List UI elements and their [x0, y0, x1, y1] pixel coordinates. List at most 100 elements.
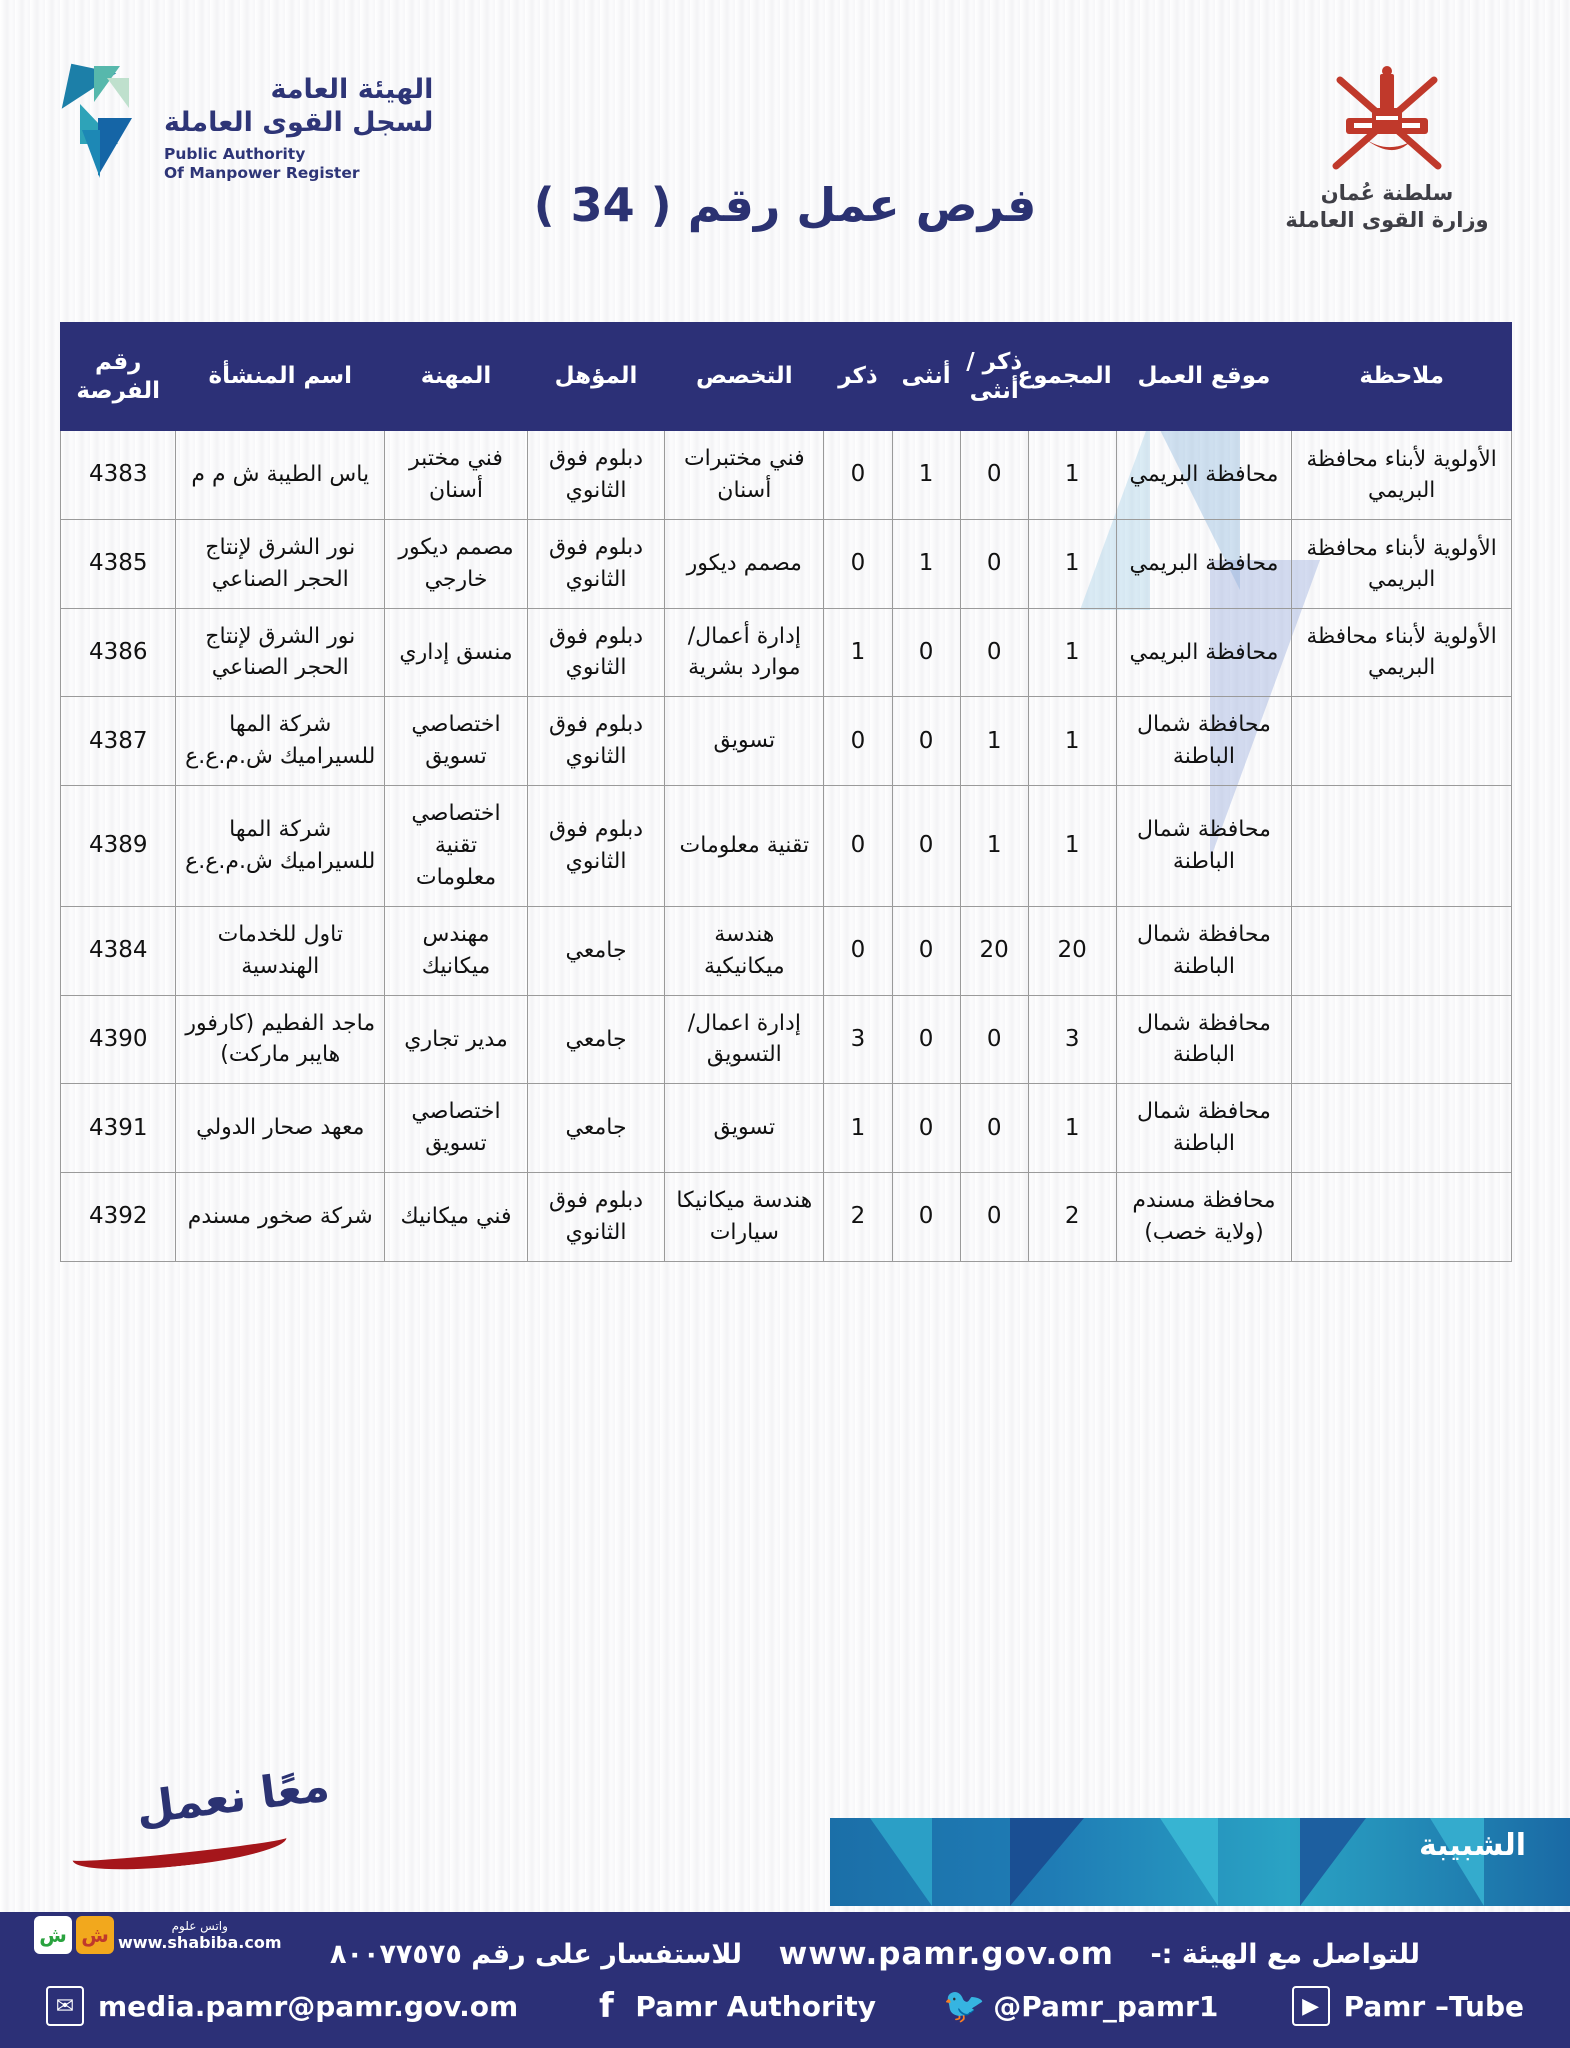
logo-arabic-line-1: الهيئة العامة	[270, 74, 434, 105]
cell-specialization: إدارة اعمال/ التسويق	[664, 994, 825, 1085]
social-link-youtube[interactable]: ▶ Pamr –Tube	[1291, 1986, 1524, 2026]
cell-job: منسق إداري	[384, 607, 528, 698]
header-male-female: ذكر / أنثى	[959, 322, 1029, 431]
contact-label: للتواصل مع الهيئة :-	[1150, 1938, 1420, 1970]
social-links-row: ✉ media.pamr@pamr.gov.om f Pamr Authority 🐦 @…	[0, 1978, 1570, 2034]
cell-male-female: 0	[959, 430, 1029, 520]
cell-opportunity-no: 4389	[59, 785, 177, 907]
page-header: الهيئة العامة لسجل القوى العاملة Public …	[0, 0, 1570, 250]
cell-female: 0	[891, 1083, 961, 1174]
social-link-twitter[interactable]: 🐦 @Pamr_pamr1	[943, 1986, 1218, 2026]
social-link-facebook[interactable]: f Pamr Authority	[591, 1986, 876, 2026]
social-label: Pamr Authority	[635, 1989, 876, 2023]
cell-company: ماجد الفطيم (كارفور هايبر ماركت)	[175, 994, 386, 1085]
shabiba-website[interactable]: www.shabiba.com	[118, 1932, 282, 1952]
cell-note	[1291, 696, 1512, 787]
cell-company: تاول للخدمات الهندسية	[175, 905, 386, 996]
cell-specialization: تقنية معلومات	[664, 785, 825, 907]
khanjar-swords-icon	[1332, 66, 1442, 170]
header-female: أنثى	[891, 322, 961, 431]
cell-work-location: محافظة شمال الباطنة	[1115, 905, 1293, 996]
cell-job: اختصاصي تسويق	[384, 696, 528, 787]
cell-work-location: محافظة البريمي	[1115, 430, 1293, 520]
cell-female: 0	[891, 994, 961, 1085]
cell-male-female: 0	[959, 994, 1029, 1085]
cell-work-location: محافظة البريمي	[1115, 518, 1293, 609]
shabiba-caption: واتس علوم	[171, 1918, 228, 1933]
cell-qualification: جامعي	[526, 905, 666, 996]
shabiba-glyph-icon: ش	[76, 1916, 114, 1954]
cell-qualification: جامعي	[526, 1083, 666, 1174]
footer-dark-bar: 4 للتواصل مع الهيئة :- www.pamr.gov.om ل…	[0, 1912, 1570, 2048]
cell-total: 1	[1027, 430, 1117, 520]
table-row: محافظة شمال الباطنة 3 0 0 3 إدارة اعمال/ التس…	[59, 994, 1512, 1085]
table-body: الأولوية لأبناء محافظة البريمي محافظة الب…	[59, 430, 1512, 1262]
cell-note	[1291, 1083, 1512, 1174]
cell-male-female: 0	[959, 518, 1029, 609]
cell-qualification: دبلوم فوق الثانوي	[526, 1172, 666, 1262]
header-company: اسم المنشأة	[175, 322, 386, 431]
cell-company: شركة صخور مسندم	[175, 1172, 386, 1262]
cell-female: 0	[891, 905, 961, 996]
cell-opportunity-no: 4386	[59, 607, 177, 698]
cell-opportunity-no: 4384	[59, 905, 177, 996]
cell-male: 1	[823, 607, 893, 698]
cell-total: 1	[1027, 785, 1117, 907]
cell-job: مصمم ديكور خارجي	[384, 518, 528, 609]
oman-national-emblem: سلطنة عُمان وزارة القوى العاملة	[1282, 62, 1492, 235]
cell-male: 3	[823, 994, 893, 1085]
cell-specialization: فني مختبرات أسنان	[664, 430, 825, 520]
website-url[interactable]: www.pamr.gov.om	[778, 1936, 1114, 1972]
cell-company: ياس الطيبة ش م م	[175, 430, 386, 520]
cell-work-location: محافظة مسندم (ولاية خصب)	[1115, 1172, 1293, 1262]
table-row: الأولوية لأبناء محافظة البريمي محافظة الب…	[59, 430, 1512, 520]
cell-qualification: دبلوم فوق الثانوي	[526, 696, 666, 787]
slogan-maan-naamal: معًا نعمل	[70, 1760, 332, 1880]
page-footer: معًا نعمل الشبيبة 4 للتواصل مع الهيئة :-…	[0, 1760, 1570, 2048]
shabiba-partner-logo[interactable]: ش ش واتس علوم www.shabiba.com	[34, 1916, 282, 1954]
cell-company: شركة المها للسيراميك ش.م.ع.ع	[175, 785, 386, 907]
header-specialization: التخصص	[664, 322, 825, 431]
cell-total: 1	[1027, 696, 1117, 787]
table-row: الأولوية لأبناء محافظة البريمي محافظة الب…	[59, 518, 1512, 609]
cell-note	[1291, 785, 1512, 907]
cell-qualification: دبلوم فوق الثانوي	[526, 607, 666, 698]
table-row: محافظة شمال الباطنة 1 1 0 0 تقنية معلومات دبلو…	[59, 785, 1512, 907]
table-row: محافظة شمال الباطنة 1 0 0 1 تسويق جامعي اختصاصي…	[59, 1083, 1512, 1174]
cell-opportunity-no: 4387	[59, 696, 177, 787]
cell-note: الأولوية لأبناء محافظة البريمي	[1291, 607, 1512, 698]
cell-work-location: محافظة شمال الباطنة	[1115, 785, 1293, 907]
cell-specialization: هندسة ميكانيكا سيارات	[664, 1172, 825, 1262]
header-qualification: المؤهل	[526, 322, 666, 431]
emblem-arabic-line-1: سلطنة عُمان	[1320, 181, 1454, 205]
cell-male-female: 0	[959, 1172, 1029, 1262]
social-label: Pamr –Tube	[1343, 1989, 1524, 2023]
emblem-arabic-line-2: وزارة القوى العاملة	[1285, 208, 1489, 233]
cell-male: 0	[823, 430, 893, 520]
cell-total: 1	[1027, 518, 1117, 609]
cell-male-female: 0	[959, 607, 1029, 698]
social-link-email[interactable]: ✉ media.pamr@pamr.gov.om	[46, 1986, 518, 2026]
cell-qualification: جامعي	[526, 994, 666, 1085]
header-opportunity-no: رقم الفرصة	[59, 322, 177, 431]
table-row: الأولوية لأبناء محافظة البريمي محافظة الب…	[59, 607, 1512, 698]
logo-english-line-2: Of Manpower Register	[164, 164, 360, 183]
cell-work-location: محافظة شمال الباطنة	[1115, 696, 1293, 787]
job-opportunities-table: ملاحظة موقع العمل المجموع ذكر / أنثى أنث…	[59, 322, 1512, 1262]
cell-note	[1291, 994, 1512, 1085]
cell-male: 0	[823, 905, 893, 996]
cell-male-female: 0	[959, 1083, 1029, 1174]
facebook-icon: f	[598, 1986, 614, 2026]
cell-company: معهد صحار الدولي	[175, 1083, 386, 1174]
logo-arabic-line-2: لسجل القوى العاملة	[164, 106, 434, 138]
page-title: فرص عمل رقم ( 34 )	[533, 178, 1037, 232]
job-opportunities-table-wrapper: ملاحظة موقع العمل المجموع ذكر / أنثى أنث…	[59, 322, 1512, 1262]
decorative-ribbon	[830, 1818, 1570, 1906]
cell-male-female: 1	[959, 785, 1029, 907]
cell-qualification: دبلوم فوق الثانوي	[526, 785, 666, 907]
cell-male: 0	[823, 696, 893, 787]
inquiry-number-label: للاستفسار على رقم ٨٠٠٧٧٥٧٥	[330, 1938, 743, 1970]
cell-company: نور الشرق لإنتاج الحجر الصناعي	[175, 607, 386, 698]
cell-female: 1	[891, 518, 961, 609]
